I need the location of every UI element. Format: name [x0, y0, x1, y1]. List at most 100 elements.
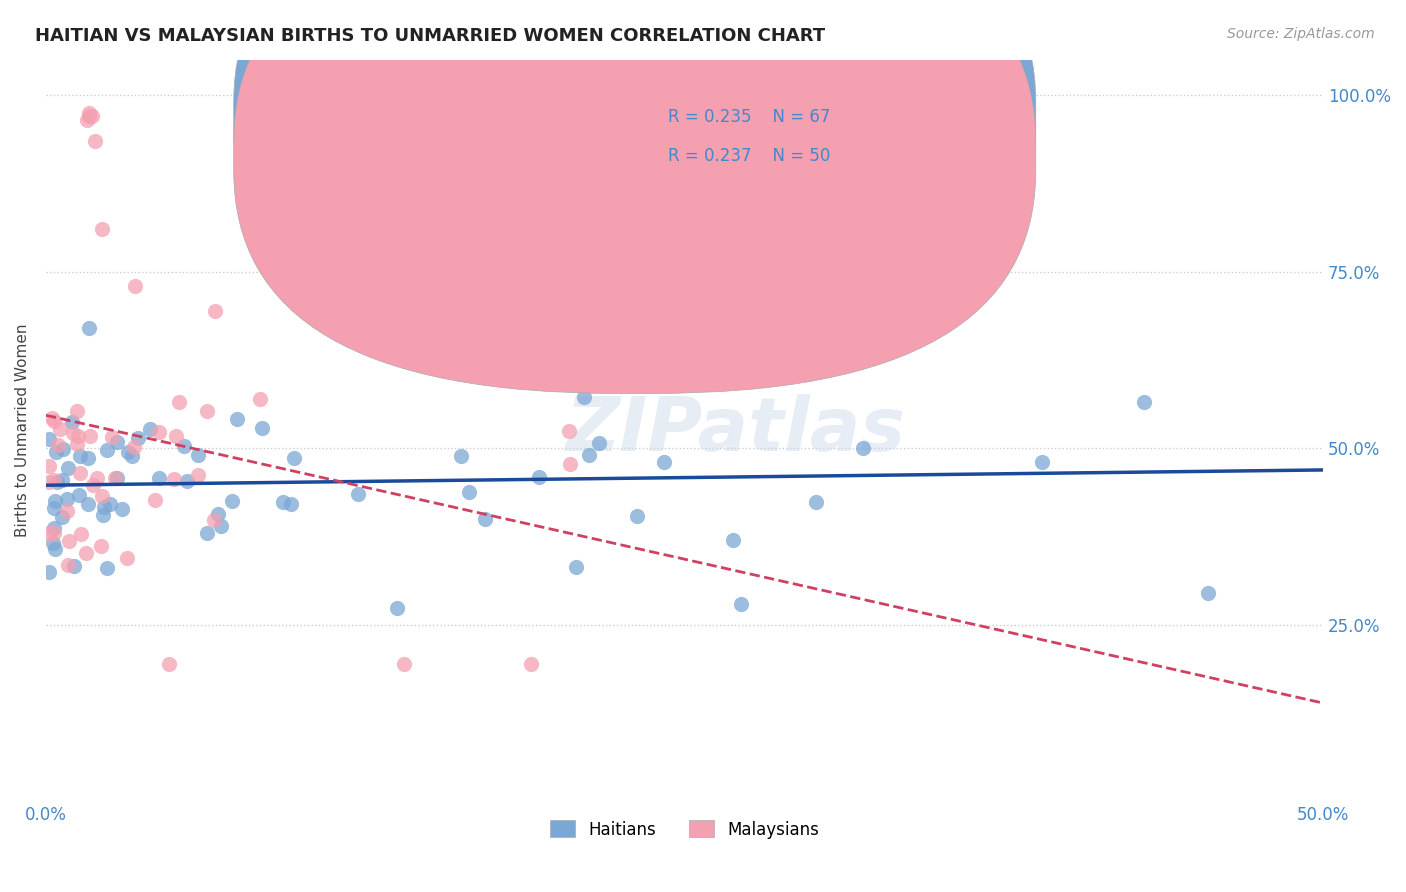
Point	[564, 559, 586, 574]
Point	[44, 541, 66, 556]
Point	[122, 440, 145, 454]
Point	[96, 442, 118, 457]
Point	[75, 546, 97, 560]
Point	[49, 422, 72, 436]
Point	[60, 415, 83, 429]
Point	[221, 494, 243, 508]
Point	[115, 550, 138, 565]
Point	[187, 467, 209, 482]
Point	[41, 411, 63, 425]
Y-axis label: Births to Unmarried Women: Births to Unmarried Women	[15, 324, 30, 537]
Point	[38, 432, 60, 446]
Point	[458, 485, 481, 500]
Point	[77, 450, 100, 465]
Point	[62, 426, 84, 441]
Point	[111, 501, 134, 516]
FancyBboxPatch shape	[233, 0, 1036, 354]
Point	[1031, 455, 1053, 469]
Point	[252, 420, 274, 434]
Point	[176, 474, 198, 488]
Point	[69, 466, 91, 480]
Point	[66, 404, 89, 418]
Point	[79, 429, 101, 443]
Point	[42, 536, 65, 550]
Point	[86, 470, 108, 484]
Point	[66, 437, 89, 451]
Point	[249, 392, 271, 407]
Point	[626, 508, 648, 523]
Point	[578, 448, 600, 462]
Point	[157, 657, 180, 671]
Point	[204, 303, 226, 318]
Point	[209, 519, 232, 533]
Legend: Haitians, Malaysians: Haitians, Malaysians	[543, 814, 827, 846]
Point	[93, 500, 115, 514]
Point	[42, 500, 65, 515]
Point	[56, 492, 79, 507]
Point	[173, 439, 195, 453]
Point	[38, 475, 60, 489]
Point	[58, 534, 80, 549]
Point	[51, 473, 73, 487]
Point	[392, 657, 415, 671]
Point	[91, 489, 114, 503]
Text: R = 0.237    N = 50: R = 0.237 N = 50	[668, 147, 831, 165]
Point	[143, 492, 166, 507]
Point	[38, 459, 60, 474]
Point	[45, 445, 67, 459]
Point	[117, 444, 139, 458]
Point	[127, 431, 149, 445]
Point	[654, 455, 676, 469]
Point	[730, 597, 752, 611]
Point	[91, 222, 114, 236]
Point	[46, 475, 69, 490]
Point	[283, 451, 305, 466]
Point	[67, 488, 90, 502]
Point	[165, 429, 187, 443]
Point	[572, 390, 595, 404]
Point	[195, 525, 218, 540]
Text: Source: ZipAtlas.com: Source: ZipAtlas.com	[1227, 27, 1375, 41]
Point	[79, 321, 101, 335]
Point	[167, 395, 190, 409]
Point	[121, 449, 143, 463]
Point	[207, 507, 229, 521]
Point	[101, 430, 124, 444]
Point	[44, 494, 66, 508]
Point	[1197, 586, 1219, 600]
Point	[852, 442, 875, 456]
Point	[450, 449, 472, 463]
Point	[98, 497, 121, 511]
Text: ZIPatlas: ZIPatlas	[565, 394, 905, 467]
FancyBboxPatch shape	[233, 0, 1036, 393]
Point	[520, 657, 543, 671]
Point	[202, 513, 225, 527]
Point	[124, 278, 146, 293]
Text: HAITIAN VS MALAYSIAN BIRTHS TO UNMARRIED WOMEN CORRELATION CHART: HAITIAN VS MALAYSIAN BIRTHS TO UNMARRIED…	[35, 27, 825, 45]
Point	[46, 438, 69, 452]
Point	[66, 429, 89, 443]
Point	[347, 486, 370, 500]
Point	[711, 325, 734, 339]
Point	[38, 565, 60, 579]
Point	[56, 558, 79, 572]
FancyBboxPatch shape	[589, 82, 941, 189]
Point	[588, 435, 610, 450]
Point	[82, 478, 104, 492]
Point	[527, 470, 550, 484]
Point	[96, 561, 118, 575]
Point	[80, 109, 103, 123]
Point	[51, 509, 73, 524]
Point	[42, 521, 65, 535]
Point	[83, 134, 105, 148]
Point	[148, 471, 170, 485]
Point	[721, 533, 744, 547]
Point	[557, 424, 579, 438]
Point	[737, 321, 759, 335]
Point	[63, 559, 86, 574]
Point	[38, 525, 60, 540]
Point	[105, 471, 128, 485]
Point	[76, 112, 98, 127]
Point	[139, 421, 162, 435]
Point	[44, 473, 66, 487]
